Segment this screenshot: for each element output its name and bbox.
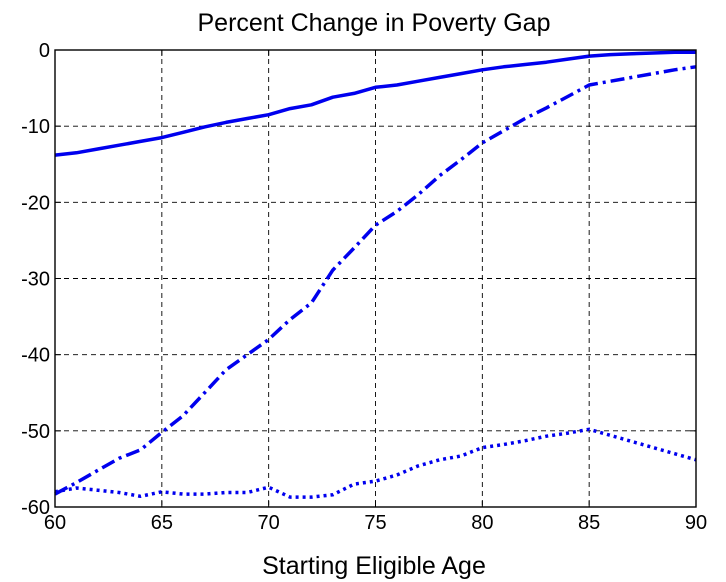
y-tick-label: -20 (21, 192, 50, 214)
series-line-solid (54, 50, 696, 157)
y-tick-label: -50 (21, 421, 50, 443)
y-tick-label: -30 (21, 269, 50, 291)
series-line-dashdot (54, 65, 697, 496)
chart-title: Percent Change in Poverty Gap (198, 9, 551, 37)
axis-ticks: 60 65 70 75 80 85 90 0 -10 -20 -30 -40 -50 -60 (21, 40, 707, 534)
series-line-dotted (54, 427, 697, 499)
x-tick-label: 85 (578, 512, 600, 534)
grid-lines (55, 50, 696, 507)
y-tick-label: -40 (21, 345, 50, 367)
x-tick-label: 80 (471, 512, 493, 534)
x-tick-label: 60 (44, 512, 66, 534)
x-tick-label: 75 (364, 512, 386, 534)
y-tick-label: 0 (39, 40, 50, 62)
series-layer (54, 50, 697, 499)
x-tick-label: 65 (151, 512, 173, 534)
y-tick-label: -60 (21, 497, 50, 519)
x-tick-label: 70 (258, 512, 280, 534)
x-axis-label: Starting Eligible Age (262, 552, 486, 580)
y-tick-label: -10 (21, 116, 50, 138)
x-tick-label: 90 (685, 512, 707, 534)
